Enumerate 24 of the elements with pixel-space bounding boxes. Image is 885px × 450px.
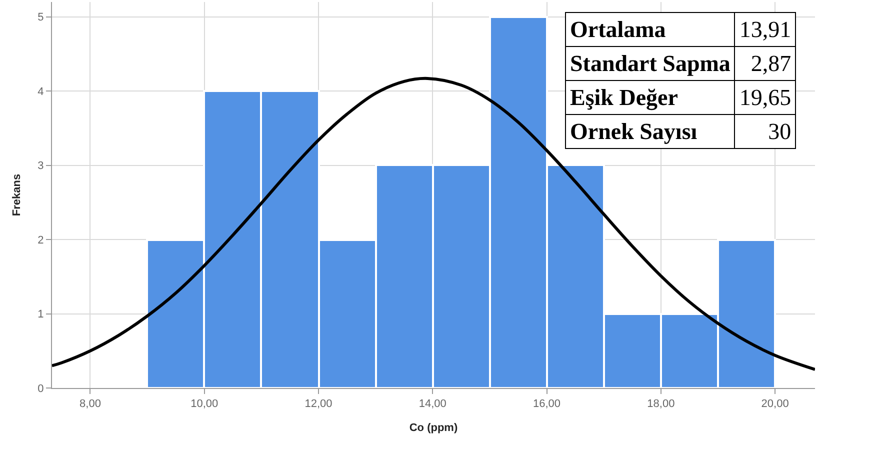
annotation: 30 bbox=[734, 114, 796, 148]
annotation: Eşik Değer bbox=[566, 80, 735, 114]
x-axis-title: Co (ppm) bbox=[409, 422, 458, 434]
annotation: Ortalama bbox=[566, 12, 735, 46]
annotation: 2,87 bbox=[734, 46, 796, 80]
annotation: Standart Sapma bbox=[566, 46, 735, 80]
x-tick-label: 16,00 bbox=[533, 398, 561, 410]
x-tick-label: 18,00 bbox=[647, 398, 675, 410]
annotation: Ornek Sayısı bbox=[566, 114, 735, 148]
x-tick-label: 8,00 bbox=[80, 398, 101, 410]
annotation: 13,91 bbox=[734, 12, 796, 46]
y-tick-label: 4 bbox=[38, 86, 44, 98]
x-tick-label: 12,00 bbox=[304, 398, 332, 410]
y-tick-label: 3 bbox=[38, 160, 44, 172]
y-tick-label: 2 bbox=[38, 234, 44, 246]
x-tick-label: 20,00 bbox=[761, 398, 789, 410]
x-tick-label: 10,00 bbox=[190, 398, 218, 410]
line-series bbox=[52, 76, 815, 371]
x-tick-label: 14,00 bbox=[418, 398, 446, 410]
y-tick-label: 0 bbox=[38, 382, 44, 395]
annotation: 19,65 bbox=[734, 80, 796, 114]
y-tick-label: 5 bbox=[38, 12, 44, 24]
y-tick-label: 1 bbox=[38, 308, 44, 321]
y-axis-title: Frekans bbox=[11, 174, 23, 216]
